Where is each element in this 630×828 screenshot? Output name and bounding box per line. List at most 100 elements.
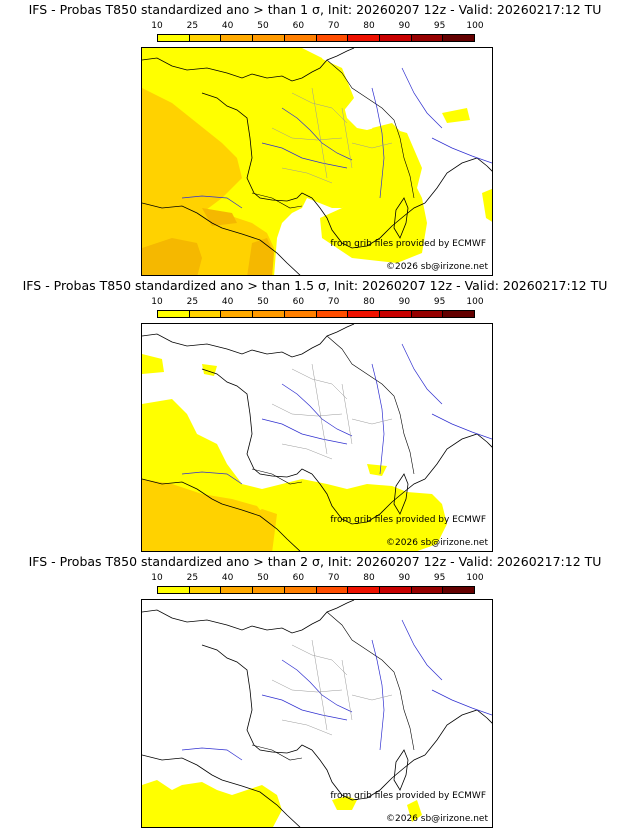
colorbar-tick-label: 60 (292, 573, 305, 583)
coastline (142, 600, 355, 634)
river (261, 142, 348, 169)
colorbar-tick-label: 25 (186, 21, 199, 31)
coastline (142, 48, 355, 82)
copyright-credit: ©2026 sb@irizone.net (386, 538, 488, 548)
colorbar-tick-label: 95 (433, 297, 446, 307)
river (181, 471, 243, 485)
colorbar-tick-label: 50 (257, 573, 269, 583)
probability-fill-low (320, 58, 354, 113)
map-view: from grib files provided by ECMWF ©2026 … (141, 323, 493, 552)
colorbar-swatch (284, 35, 317, 41)
copyright-credit: ©2026 sb@irizone.net (386, 814, 488, 824)
colorbar-swatch (189, 311, 222, 317)
country-border (326, 59, 415, 199)
colorbar-swatch (189, 35, 222, 41)
river (261, 418, 348, 445)
colorbar-tick-label: 40 (221, 573, 234, 583)
colorbar-swatch (379, 587, 412, 593)
probability-fill-mid (142, 88, 242, 233)
colorbar-swatch (221, 587, 254, 593)
probability-fill-low (442, 108, 470, 123)
coastline (201, 92, 313, 202)
colorbar-swatch (379, 35, 412, 41)
colorbar-tick-label: 50 (257, 21, 269, 31)
colorbar-swatch (253, 35, 285, 41)
colorbar-tick-label: 90 (398, 573, 411, 583)
country-border (251, 192, 303, 209)
colorbar-swatch (348, 587, 380, 593)
river (181, 195, 243, 209)
map-view: from grib files provided by ECMWF ©2026 … (141, 599, 493, 828)
colorbar-swatch (158, 311, 190, 317)
coastline (311, 197, 426, 249)
colorbar-swatch (189, 587, 222, 593)
colorbar-tick-label: 10 (151, 297, 163, 307)
colorbar-labels: 10 25 40 50 60 70 80 90 95 100 (151, 297, 483, 309)
colorbar-tick-label: 100 (466, 21, 484, 31)
coastline (142, 324, 355, 358)
country-border (326, 335, 415, 475)
river (371, 639, 385, 751)
river (281, 659, 353, 713)
river (401, 67, 443, 129)
source-credit: from grib files provided by ECMWF (330, 515, 486, 525)
colorbar-swatch (221, 311, 254, 317)
colorbar-tick-label: 95 (433, 573, 446, 583)
coastline (201, 368, 313, 478)
colorbar-swatch (411, 587, 444, 593)
colorbar-swatch (158, 35, 190, 41)
colorbar-swatch (253, 587, 285, 593)
colorbar-tick-label: 40 (221, 297, 234, 307)
colorbar-swatch (379, 311, 412, 317)
colorbar-tick-label: 80 (363, 21, 375, 31)
map-panel-2: IFS - Probas T850 standardized ano > tha… (0, 276, 630, 552)
colorbar-swatch (158, 587, 190, 593)
coastline (424, 433, 492, 480)
colorbar-tick-label: 80 (363, 297, 375, 307)
coastline (311, 473, 426, 525)
colorbar-swatch (443, 587, 475, 593)
coastline (142, 202, 301, 275)
probability-fill-low (482, 188, 492, 222)
colorbar-tick-label: 80 (363, 573, 375, 583)
map-graphic (142, 324, 492, 551)
colorbar-swatch (443, 311, 475, 317)
admin-boundary (271, 639, 393, 736)
coastline (311, 749, 426, 801)
colorbar-swatch (348, 35, 380, 41)
probability-fill-high (247, 238, 274, 275)
river (371, 363, 385, 475)
probability-fill-low (320, 178, 427, 263)
river (281, 107, 353, 161)
river (431, 689, 492, 716)
river (401, 343, 443, 405)
probability-fill-high (202, 208, 237, 226)
colorbar-swatch (221, 35, 254, 41)
coastline (201, 644, 313, 754)
probability-fill-low (142, 780, 282, 827)
river (431, 413, 492, 440)
coastline (424, 709, 492, 756)
colorbar-swatch (411, 35, 444, 41)
colorbar-tick-label: 60 (292, 297, 305, 307)
river (281, 383, 353, 437)
colorbar-tick-label: 50 (257, 297, 269, 307)
colorbar-tick-label: 100 (466, 573, 484, 583)
coastline (393, 749, 409, 791)
probability-fill-high (142, 238, 202, 275)
river (181, 747, 243, 761)
admin-boundary (271, 363, 393, 460)
colorbar (157, 586, 475, 594)
probability-fill-low (407, 800, 422, 822)
map-graphic (142, 48, 492, 275)
colorbar-labels: 10 25 40 50 60 70 80 90 95 100 (151, 21, 483, 33)
colorbar-tick-label: 95 (433, 21, 446, 31)
colorbar-swatch (253, 311, 285, 317)
panel-title: IFS - Probas T850 standardized ano > tha… (28, 2, 602, 17)
colorbar-tick-label: 90 (398, 21, 411, 31)
panel-title: IFS - Probas T850 standardized ano > tha… (22, 278, 608, 293)
colorbar-labels: 10 25 40 50 60 70 80 90 95 100 (151, 573, 483, 585)
colorbar-tick-label: 70 (327, 297, 340, 307)
map-view: from grib files provided by ECMWF ©2026 … (141, 47, 493, 276)
colorbar-tick-label: 60 (292, 21, 305, 31)
